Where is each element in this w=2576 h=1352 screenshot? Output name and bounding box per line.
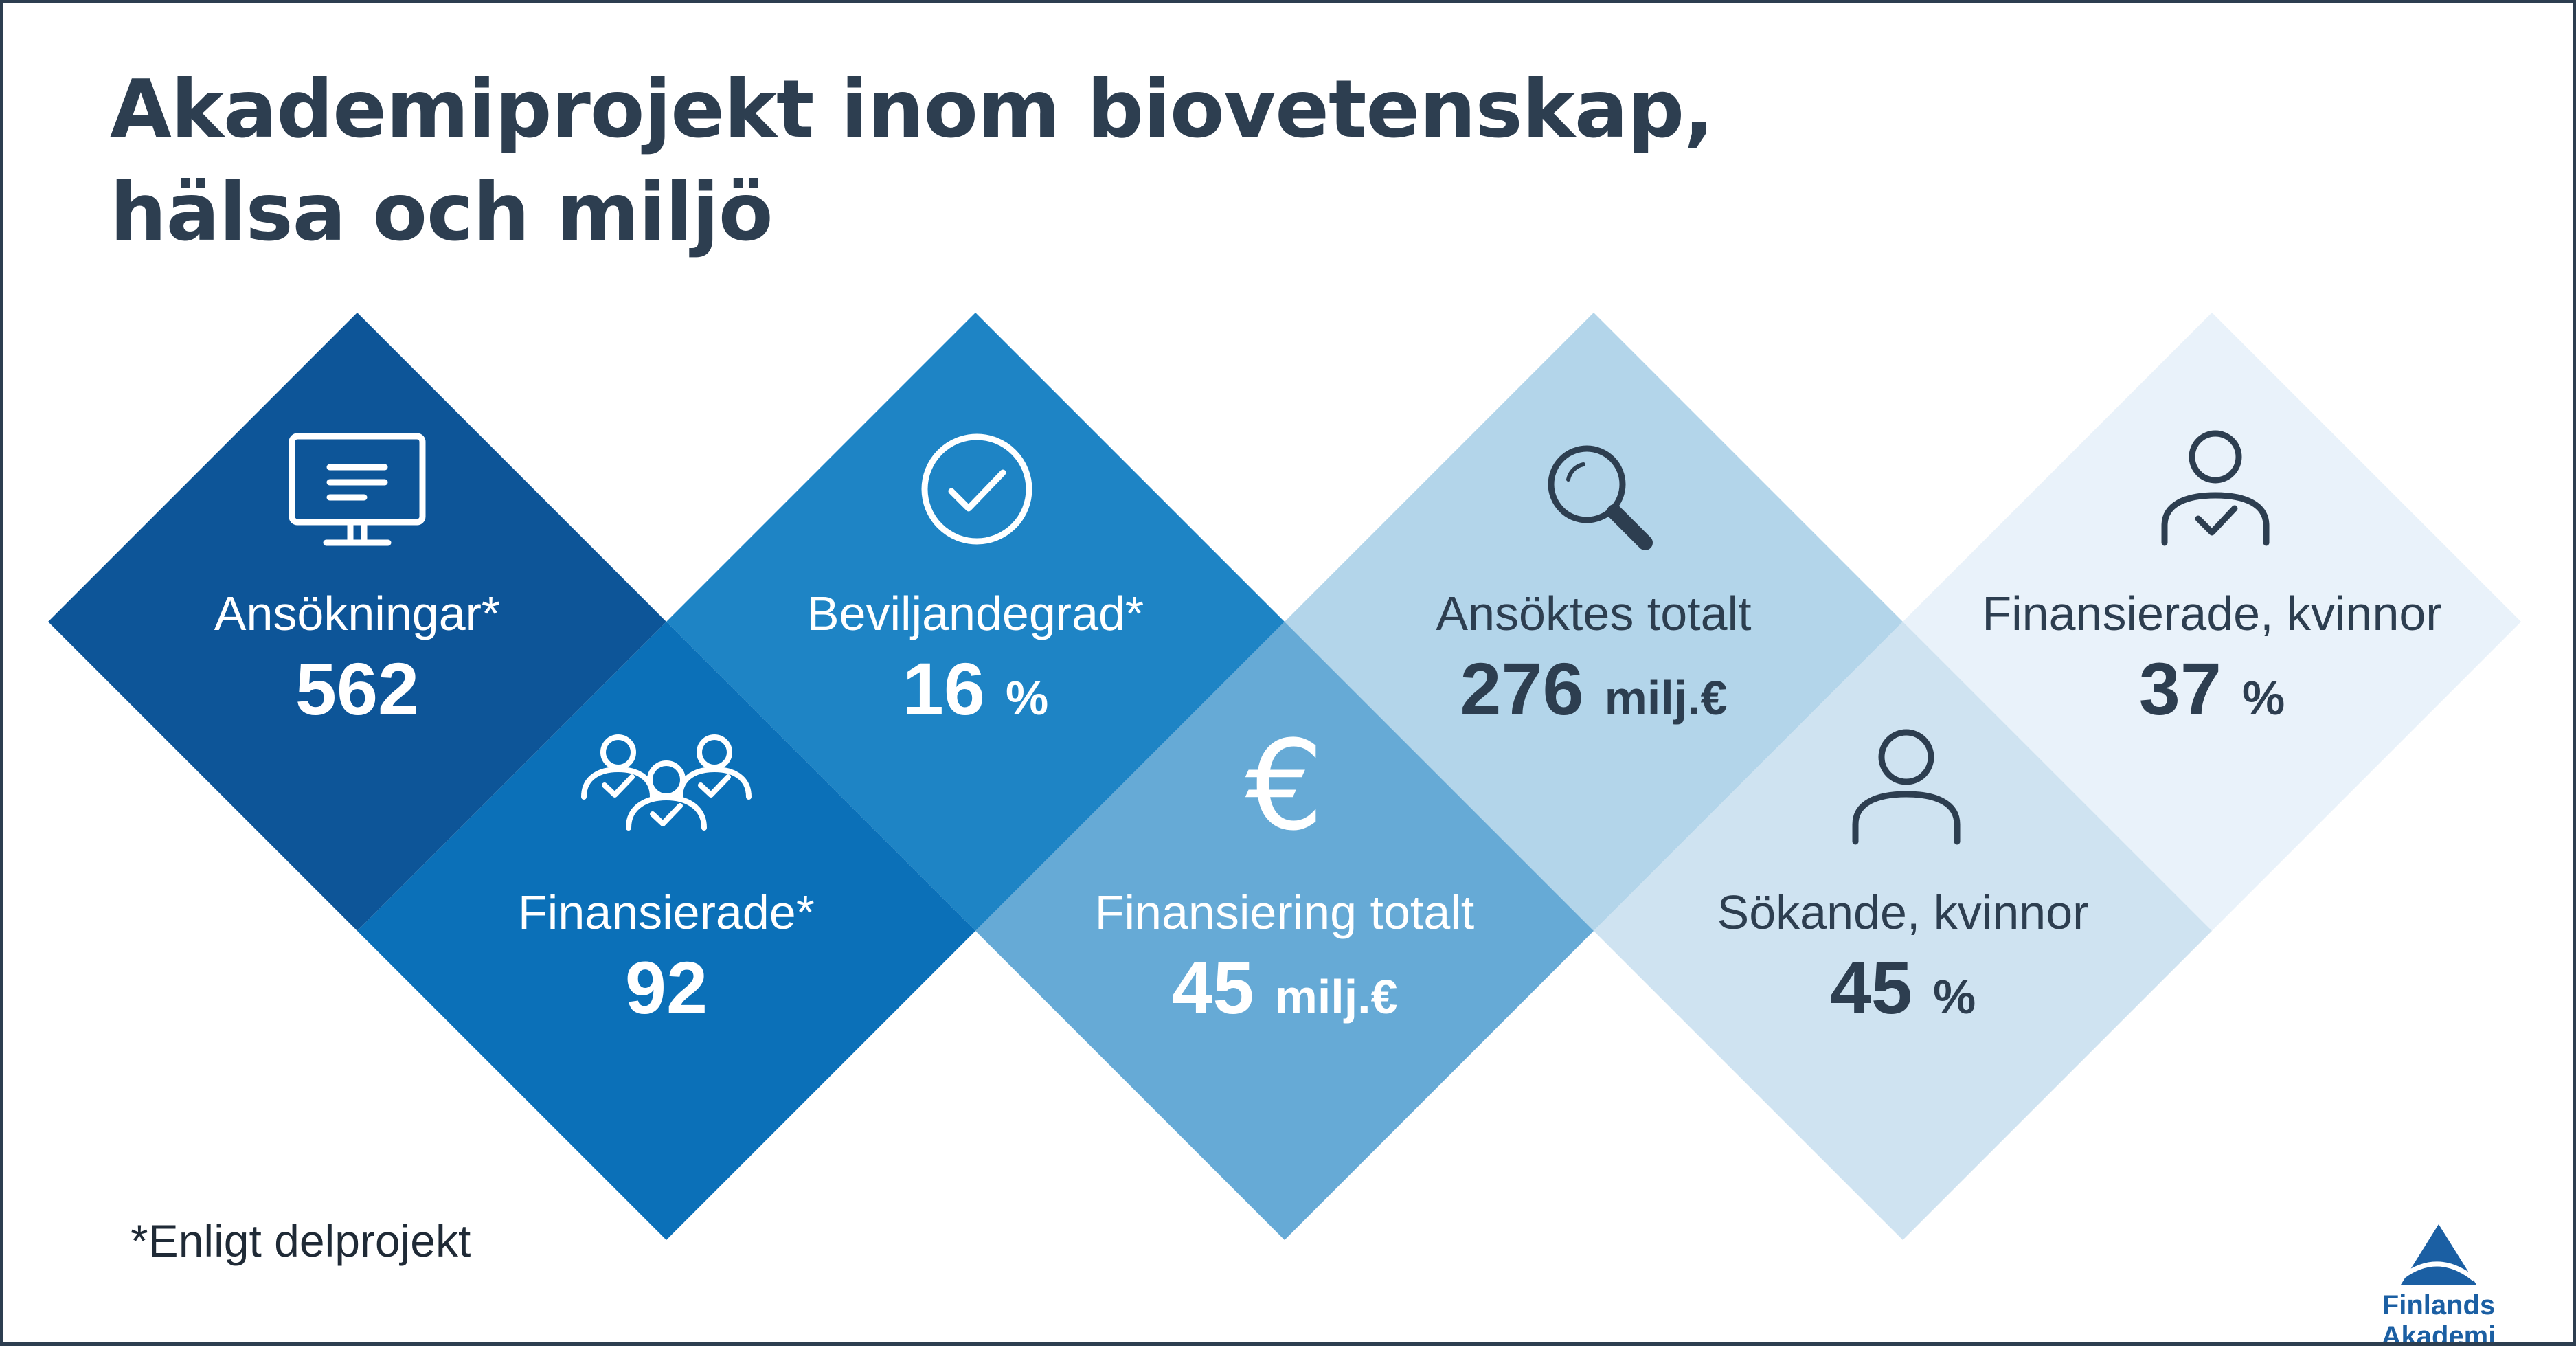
tile-label: Finansierade, kvinnor: [1982, 587, 2442, 640]
monitor-icon: [289, 433, 426, 546]
tile-label: Finansiering totalt: [1094, 886, 1475, 939]
tile-finansiering-totalt: Finansiering totalt 45 milj.€: [975, 883, 1594, 1040]
tile-number: 16: [902, 647, 985, 730]
tile-value: 16 %: [666, 646, 1285, 741]
tile-ansokningar: Ansökningar* 562: [48, 584, 666, 732]
tile-label: Ansökningar*: [214, 587, 501, 640]
tile-number: 92: [624, 946, 708, 1029]
tile-label: Ansöktes totalt: [1436, 587, 1752, 640]
tile-unit: milj.€: [1274, 970, 1398, 1024]
tile-label: Sökande, kvinnor: [1717, 886, 2089, 939]
tile-value: 45 milj.€: [975, 945, 1594, 1040]
tile-number: 45: [1171, 946, 1254, 1029]
euro-icon: €: [1245, 714, 1324, 858]
tile-number: 37: [2138, 647, 2222, 730]
checkmark-circle-icon: [921, 433, 1032, 545]
tile-value: 37 %: [1903, 646, 2521, 741]
tile-value: 45 %: [1594, 945, 2212, 1040]
diamond-dark: [48, 313, 666, 931]
footnote: *Enligt delprojekt: [131, 1215, 471, 1266]
brand-logo: Finlands Akademi: [2322, 1216, 2555, 1351]
tile-number: 562: [295, 647, 420, 730]
title-line-2: hälsa och miljö: [110, 166, 773, 259]
tile-unit: %: [2241, 671, 2285, 725]
tile-number: 276: [1460, 647, 1584, 730]
tile-finansierade: Finansierade* 92: [357, 883, 975, 1031]
tile-sokande-kvinnor: Sökande, kvinnor 45 %: [1594, 883, 2212, 1040]
title-line-1: Akademiprojekt inom biovetenskap,: [110, 63, 1714, 156]
person-icon: [1852, 729, 1961, 845]
tile-unit: milj.€: [1604, 671, 1728, 725]
group-check-icon: [581, 734, 752, 831]
tile-value: 92: [357, 945, 975, 1031]
tile-value: 562: [48, 646, 666, 732]
tile-unit: %: [1005, 671, 1049, 725]
tile-ansoktes-totalt: Ansöktes totalt 276 milj.€: [1285, 584, 1903, 741]
magnifier-icon: [1548, 445, 1653, 550]
tile-unit: %: [1932, 970, 1976, 1024]
person-check-icon: [2161, 430, 2270, 546]
tile-label: Finansierade*: [518, 886, 815, 939]
page-title: Akademiprojekt inom biovetenskap, hälsa …: [110, 58, 1714, 264]
tile-finansierade-kvinnor: Finansierade, kvinnor 37 %: [1903, 584, 2521, 741]
tile-value: 276 milj.€: [1285, 646, 1903, 741]
finlands-akademi-logo-icon: [2401, 1224, 2476, 1285]
tile-beviljandegrad: Beviljandegrad* 16 %: [666, 584, 1285, 741]
logo-text: Finlands Akademi: [2381, 1290, 2496, 1351]
tile-number: 45: [1829, 946, 1912, 1029]
tile-label: Beviljandegrad*: [806, 587, 1144, 640]
